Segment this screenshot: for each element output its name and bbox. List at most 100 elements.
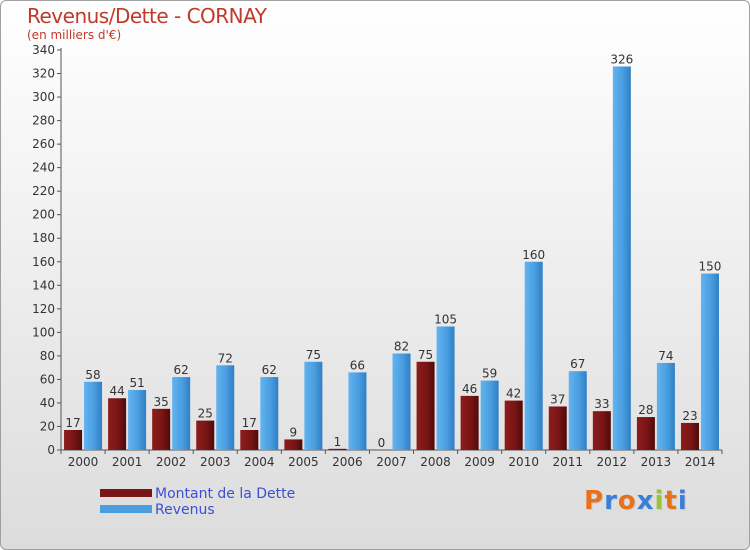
bar-debt bbox=[284, 439, 303, 450]
x-tick-label: 2013 bbox=[641, 455, 672, 469]
data-label-revenue: 75 bbox=[306, 348, 321, 362]
bar-debt bbox=[504, 400, 523, 450]
legend-swatch-debt bbox=[100, 489, 152, 497]
data-label-revenue: 67 bbox=[570, 357, 585, 371]
data-label-revenue: 58 bbox=[85, 368, 100, 382]
x-tick-label: 2005 bbox=[288, 455, 319, 469]
bar-debt bbox=[416, 361, 435, 450]
y-tick-label: 200 bbox=[32, 208, 55, 222]
bar-revenue bbox=[172, 377, 191, 450]
y-tick-label: 100 bbox=[32, 325, 55, 339]
y-tick-label: 80 bbox=[40, 349, 55, 363]
y-tick-label: 220 bbox=[32, 184, 55, 198]
bar-revenue bbox=[304, 361, 323, 450]
legend-label-debt: Montant de la Dette bbox=[155, 486, 296, 502]
data-label-debt: 46 bbox=[462, 382, 477, 396]
data-label-revenue: 62 bbox=[174, 363, 189, 377]
bar-debt bbox=[64, 430, 83, 450]
y-tick-label: 340 bbox=[32, 43, 55, 57]
bar-debt bbox=[680, 422, 699, 450]
bar-revenue bbox=[216, 365, 235, 450]
bar-debt bbox=[460, 395, 479, 450]
bar-revenue bbox=[568, 371, 587, 450]
bar-revenue bbox=[656, 362, 675, 450]
data-label-revenue: 62 bbox=[262, 363, 277, 377]
data-label-revenue: 66 bbox=[350, 358, 365, 372]
bar-revenue bbox=[436, 326, 455, 450]
y-tick-label: 0 bbox=[47, 443, 55, 457]
y-tick-label: 320 bbox=[32, 67, 55, 81]
data-label-debt: 44 bbox=[109, 384, 124, 398]
data-label-debt: 25 bbox=[198, 407, 213, 421]
data-label-debt: 75 bbox=[418, 348, 433, 362]
logo-letter: x bbox=[636, 486, 655, 516]
x-tick-label: 2010 bbox=[508, 455, 539, 469]
data-label-debt: 35 bbox=[154, 395, 169, 409]
logo-letter: P bbox=[584, 486, 605, 516]
bar-revenue bbox=[84, 381, 103, 450]
logo-letter: i bbox=[677, 486, 688, 516]
bar-debt bbox=[108, 398, 127, 450]
bar-revenue bbox=[128, 390, 147, 450]
x-tick-label: 2006 bbox=[332, 455, 363, 469]
logo-letter: t bbox=[664, 486, 678, 516]
bar-revenue bbox=[700, 273, 719, 450]
chart-title: Revenus/Dette - CORNAY bbox=[27, 4, 267, 28]
y-tick-label: 180 bbox=[32, 231, 55, 245]
data-label-revenue: 59 bbox=[482, 367, 497, 381]
bar-revenue bbox=[524, 261, 543, 450]
bar-revenue bbox=[480, 380, 499, 450]
data-label-revenue: 150 bbox=[699, 260, 722, 274]
data-label-debt: 17 bbox=[65, 416, 80, 430]
data-label-debt: 9 bbox=[290, 425, 298, 439]
x-tick-label: 2009 bbox=[464, 455, 495, 469]
legend-label-revenue: Revenus bbox=[155, 502, 215, 518]
x-tick-label: 2014 bbox=[685, 455, 716, 469]
bar-revenue bbox=[260, 377, 279, 450]
x-tick-label: 2007 bbox=[376, 455, 407, 469]
data-label-debt: 28 bbox=[638, 403, 653, 417]
bar-debt bbox=[152, 408, 171, 450]
bar-debt bbox=[240, 430, 259, 450]
data-label-revenue: 82 bbox=[394, 340, 409, 354]
y-tick-label: 240 bbox=[32, 161, 55, 175]
proxiti-logo: Proxiti bbox=[584, 486, 688, 516]
data-label-revenue: 72 bbox=[218, 351, 233, 365]
y-tick-label: 40 bbox=[40, 396, 55, 410]
data-label-revenue: 160 bbox=[522, 248, 545, 262]
bar-debt bbox=[196, 420, 215, 450]
bar-revenue bbox=[612, 66, 631, 451]
data-label-debt: 33 bbox=[594, 397, 609, 411]
y-tick-label: 300 bbox=[32, 90, 55, 104]
y-tick-label: 20 bbox=[40, 419, 55, 433]
data-label-debt: 42 bbox=[506, 387, 521, 401]
bar-revenue bbox=[392, 353, 411, 450]
data-label-revenue: 326 bbox=[610, 52, 633, 66]
logo-letter: i bbox=[654, 486, 665, 516]
data-label-debt: 17 bbox=[242, 416, 257, 430]
x-tick-label: 2003 bbox=[200, 455, 231, 469]
bar-debt bbox=[548, 406, 567, 450]
x-tick-label: 2012 bbox=[597, 455, 628, 469]
data-label-revenue: 105 bbox=[434, 312, 457, 326]
chart-subtitle: (en milliers d'€) bbox=[27, 28, 122, 42]
x-tick-label: 2011 bbox=[552, 455, 583, 469]
logo-letter: r bbox=[604, 486, 618, 516]
data-label-revenue: 51 bbox=[129, 376, 144, 390]
data-label-debt: 1 bbox=[334, 435, 342, 449]
x-tick-label: 2008 bbox=[420, 455, 451, 469]
y-tick-label: 280 bbox=[32, 114, 55, 128]
x-tick-label: 2002 bbox=[156, 455, 187, 469]
x-tick-label: 2001 bbox=[112, 455, 143, 469]
y-tick-label: 120 bbox=[32, 302, 55, 316]
x-tick-label: 2000 bbox=[68, 455, 99, 469]
x-tick-label: 2004 bbox=[244, 455, 275, 469]
y-tick-label: 140 bbox=[32, 278, 55, 292]
y-tick-label: 160 bbox=[32, 255, 55, 269]
data-label-debt: 23 bbox=[682, 409, 697, 423]
data-label-revenue: 74 bbox=[658, 349, 673, 363]
y-tick-label: 260 bbox=[32, 137, 55, 151]
bar-revenue bbox=[348, 372, 367, 450]
y-tick-label: 60 bbox=[40, 372, 55, 386]
